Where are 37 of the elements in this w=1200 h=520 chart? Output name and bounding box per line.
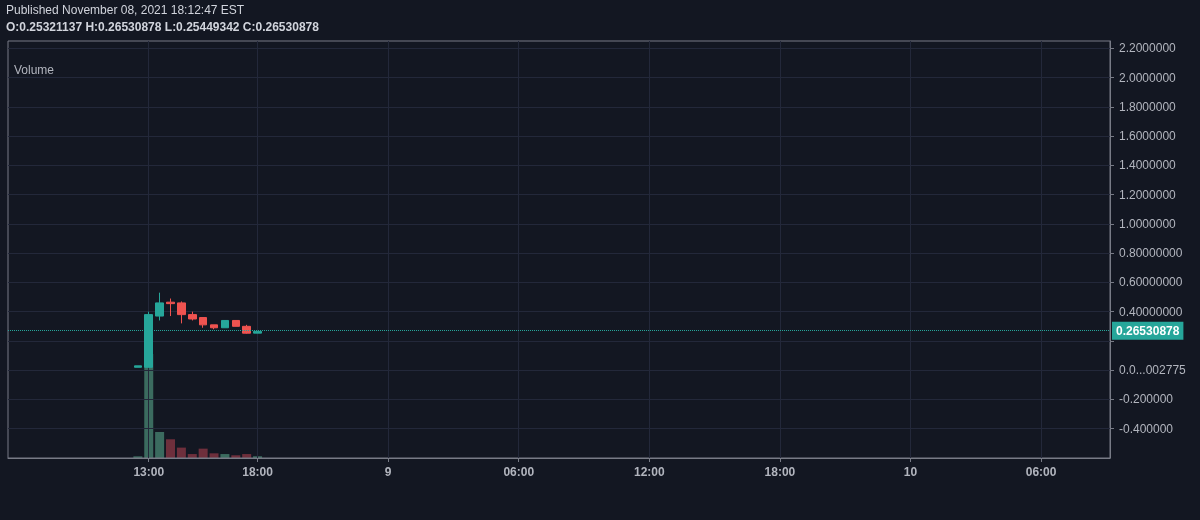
candlestick bbox=[221, 319, 229, 329]
y-tick-label: 1.2000000 bbox=[1119, 187, 1177, 202]
candlestick bbox=[155, 292, 164, 321]
x-tick-label: 06:00 bbox=[503, 465, 535, 479]
ref-line-label: 0.26530878 bbox=[1116, 323, 1180, 338]
x-tick-label: 18:00 bbox=[242, 465, 274, 479]
bar bbox=[166, 439, 176, 458]
bar bbox=[155, 432, 165, 458]
x-tick-label: 13:00 bbox=[133, 465, 165, 479]
y-tick-label: 2.2000000 bbox=[1119, 41, 1177, 56]
chart-title: Volume bbox=[14, 63, 55, 77]
y-tick-label: 1.0000000 bbox=[1119, 216, 1177, 231]
candlestick bbox=[232, 319, 240, 327]
candlestick bbox=[199, 317, 207, 329]
candlestick bbox=[166, 298, 175, 317]
x-tick-label: 9 bbox=[384, 465, 392, 479]
text: O:0.25321137 H:0.26530878 L:0.25449342 C:0.26530878 bbox=[6, 20, 320, 34]
y-tick-label: 0.0...002775 bbox=[1119, 363, 1187, 378]
x-tick-label: 10 bbox=[903, 465, 918, 479]
candlestick bbox=[188, 311, 197, 321]
y-tick-label: 1.4000000 bbox=[1119, 158, 1177, 173]
text: Published November 08, 2021 18:12:47 EST bbox=[6, 3, 245, 17]
y-tick-label: 0.80000000 bbox=[1119, 246, 1183, 261]
y-tick-label: -0.200000 bbox=[1119, 392, 1174, 407]
candlestick bbox=[177, 300, 186, 324]
y-tick-label: 0.40000000 bbox=[1119, 304, 1183, 319]
x-tick-label: 06:00 bbox=[1025, 465, 1057, 479]
candlestick bbox=[210, 324, 218, 330]
y-tick-label: 1.8000000 bbox=[1119, 99, 1177, 114]
y-tick-label: 2.0000000 bbox=[1119, 70, 1177, 85]
candlestick bbox=[242, 324, 251, 335]
y-tick-label: -0.400000 bbox=[1119, 421, 1174, 436]
x-tick-label: 12:00 bbox=[633, 465, 665, 479]
y-tick-label: 1.6000000 bbox=[1119, 129, 1177, 144]
x-tick-label: 18:00 bbox=[764, 465, 796, 479]
y-tick-label: 0.60000000 bbox=[1119, 275, 1183, 290]
candlestick bbox=[134, 365, 142, 368]
